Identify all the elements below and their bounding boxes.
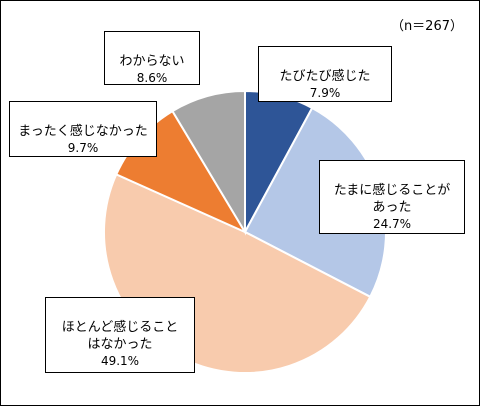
slice-label-unknown: わからない 8.6%: [104, 31, 200, 85]
slice-label-never: まったく感じなかった 9.7%: [9, 101, 157, 157]
slice-label-unknown-value: 8.6%: [136, 71, 168, 85]
slice-label-frequently-text: たびたび感じた: [279, 69, 371, 84]
sample-size-label: （n＝267）: [390, 19, 463, 34]
slice-label-sometimes-text: たまに感じることが あった: [333, 183, 451, 215]
slice-label-rarely-text: ほとんど感じること はなかった: [61, 320, 179, 352]
slice-label-frequently-value: 7.9%: [309, 86, 341, 100]
slice-label-rarely-value: 49.1%: [100, 354, 140, 368]
slice-label-never-value: 9.7%: [67, 141, 99, 155]
slice-label-sometimes-value: 24.7%: [372, 217, 412, 231]
slice-label-rarely: ほとんど感じること はなかった 49.1%: [45, 297, 195, 373]
slice-label-unknown-text: わからない: [119, 54, 185, 69]
slice-label-frequently: たびたび感じた 7.9%: [258, 46, 392, 102]
pie-slice-unknown: [171, 89, 246, 236]
slice-label-sometimes: たまに感じることが あった 24.7%: [319, 160, 465, 234]
slice-label-never-text: まったく感じなかった: [18, 124, 148, 139]
